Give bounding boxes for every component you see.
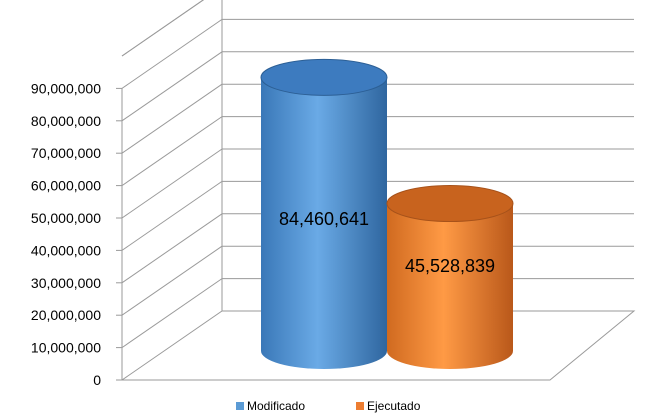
legend-swatch-modificado <box>236 402 244 410</box>
legend-label-ejecutado: Ejecutado <box>367 399 421 413</box>
data-label-ejecutado: 45,528,839 <box>405 256 495 276</box>
gridline-side <box>121 83 223 154</box>
gridline-side <box>121 148 223 219</box>
y-tick-label: 0 <box>93 372 101 388</box>
legend-label-modificado: Modificado <box>247 399 305 413</box>
y-tick-label: 50,000,000 <box>31 210 101 226</box>
bars <box>260 58 514 369</box>
gridline-side <box>121 213 223 284</box>
wall-top-edge <box>121 0 205 57</box>
y-tick-label: 10,000,000 <box>31 340 101 356</box>
y-tick-label: 20,000,000 <box>31 307 101 323</box>
bar-ejecutado <box>386 184 514 369</box>
y-tick-label: 70,000,000 <box>31 145 101 161</box>
gridline-side <box>121 51 223 122</box>
legend: Modificado Ejecutado <box>236 399 421 413</box>
bar-top <box>386 184 514 222</box>
bar-modificado <box>260 58 388 369</box>
gridline-side <box>121 0 205 57</box>
y-tick-label: 40,000,000 <box>31 242 101 258</box>
legend-swatch-ejecutado <box>356 402 364 410</box>
bar-top <box>260 58 388 96</box>
y-tick-label: 80,000,000 <box>31 113 101 129</box>
floor <box>120 310 636 381</box>
y-axis: 0 10,000,000 20,000,000 30,000,000 40,000,00… <box>31 80 122 388</box>
y-tick-label: 60,000,000 <box>31 178 101 194</box>
data-labels: 84,460,641 45,528,839 <box>279 209 495 276</box>
y-tick-label: 30,000,000 <box>31 275 101 291</box>
bar-body <box>261 77 387 369</box>
gridline-side <box>121 278 223 349</box>
gridline-side <box>121 245 223 316</box>
bar-body <box>387 203 513 369</box>
y-tick-label: 90,000,000 <box>31 80 101 96</box>
gridline-side <box>121 18 223 89</box>
gridline-side <box>121 180 223 251</box>
gridline-side <box>121 116 223 187</box>
data-label-modificado: 84,460,641 <box>279 209 369 229</box>
